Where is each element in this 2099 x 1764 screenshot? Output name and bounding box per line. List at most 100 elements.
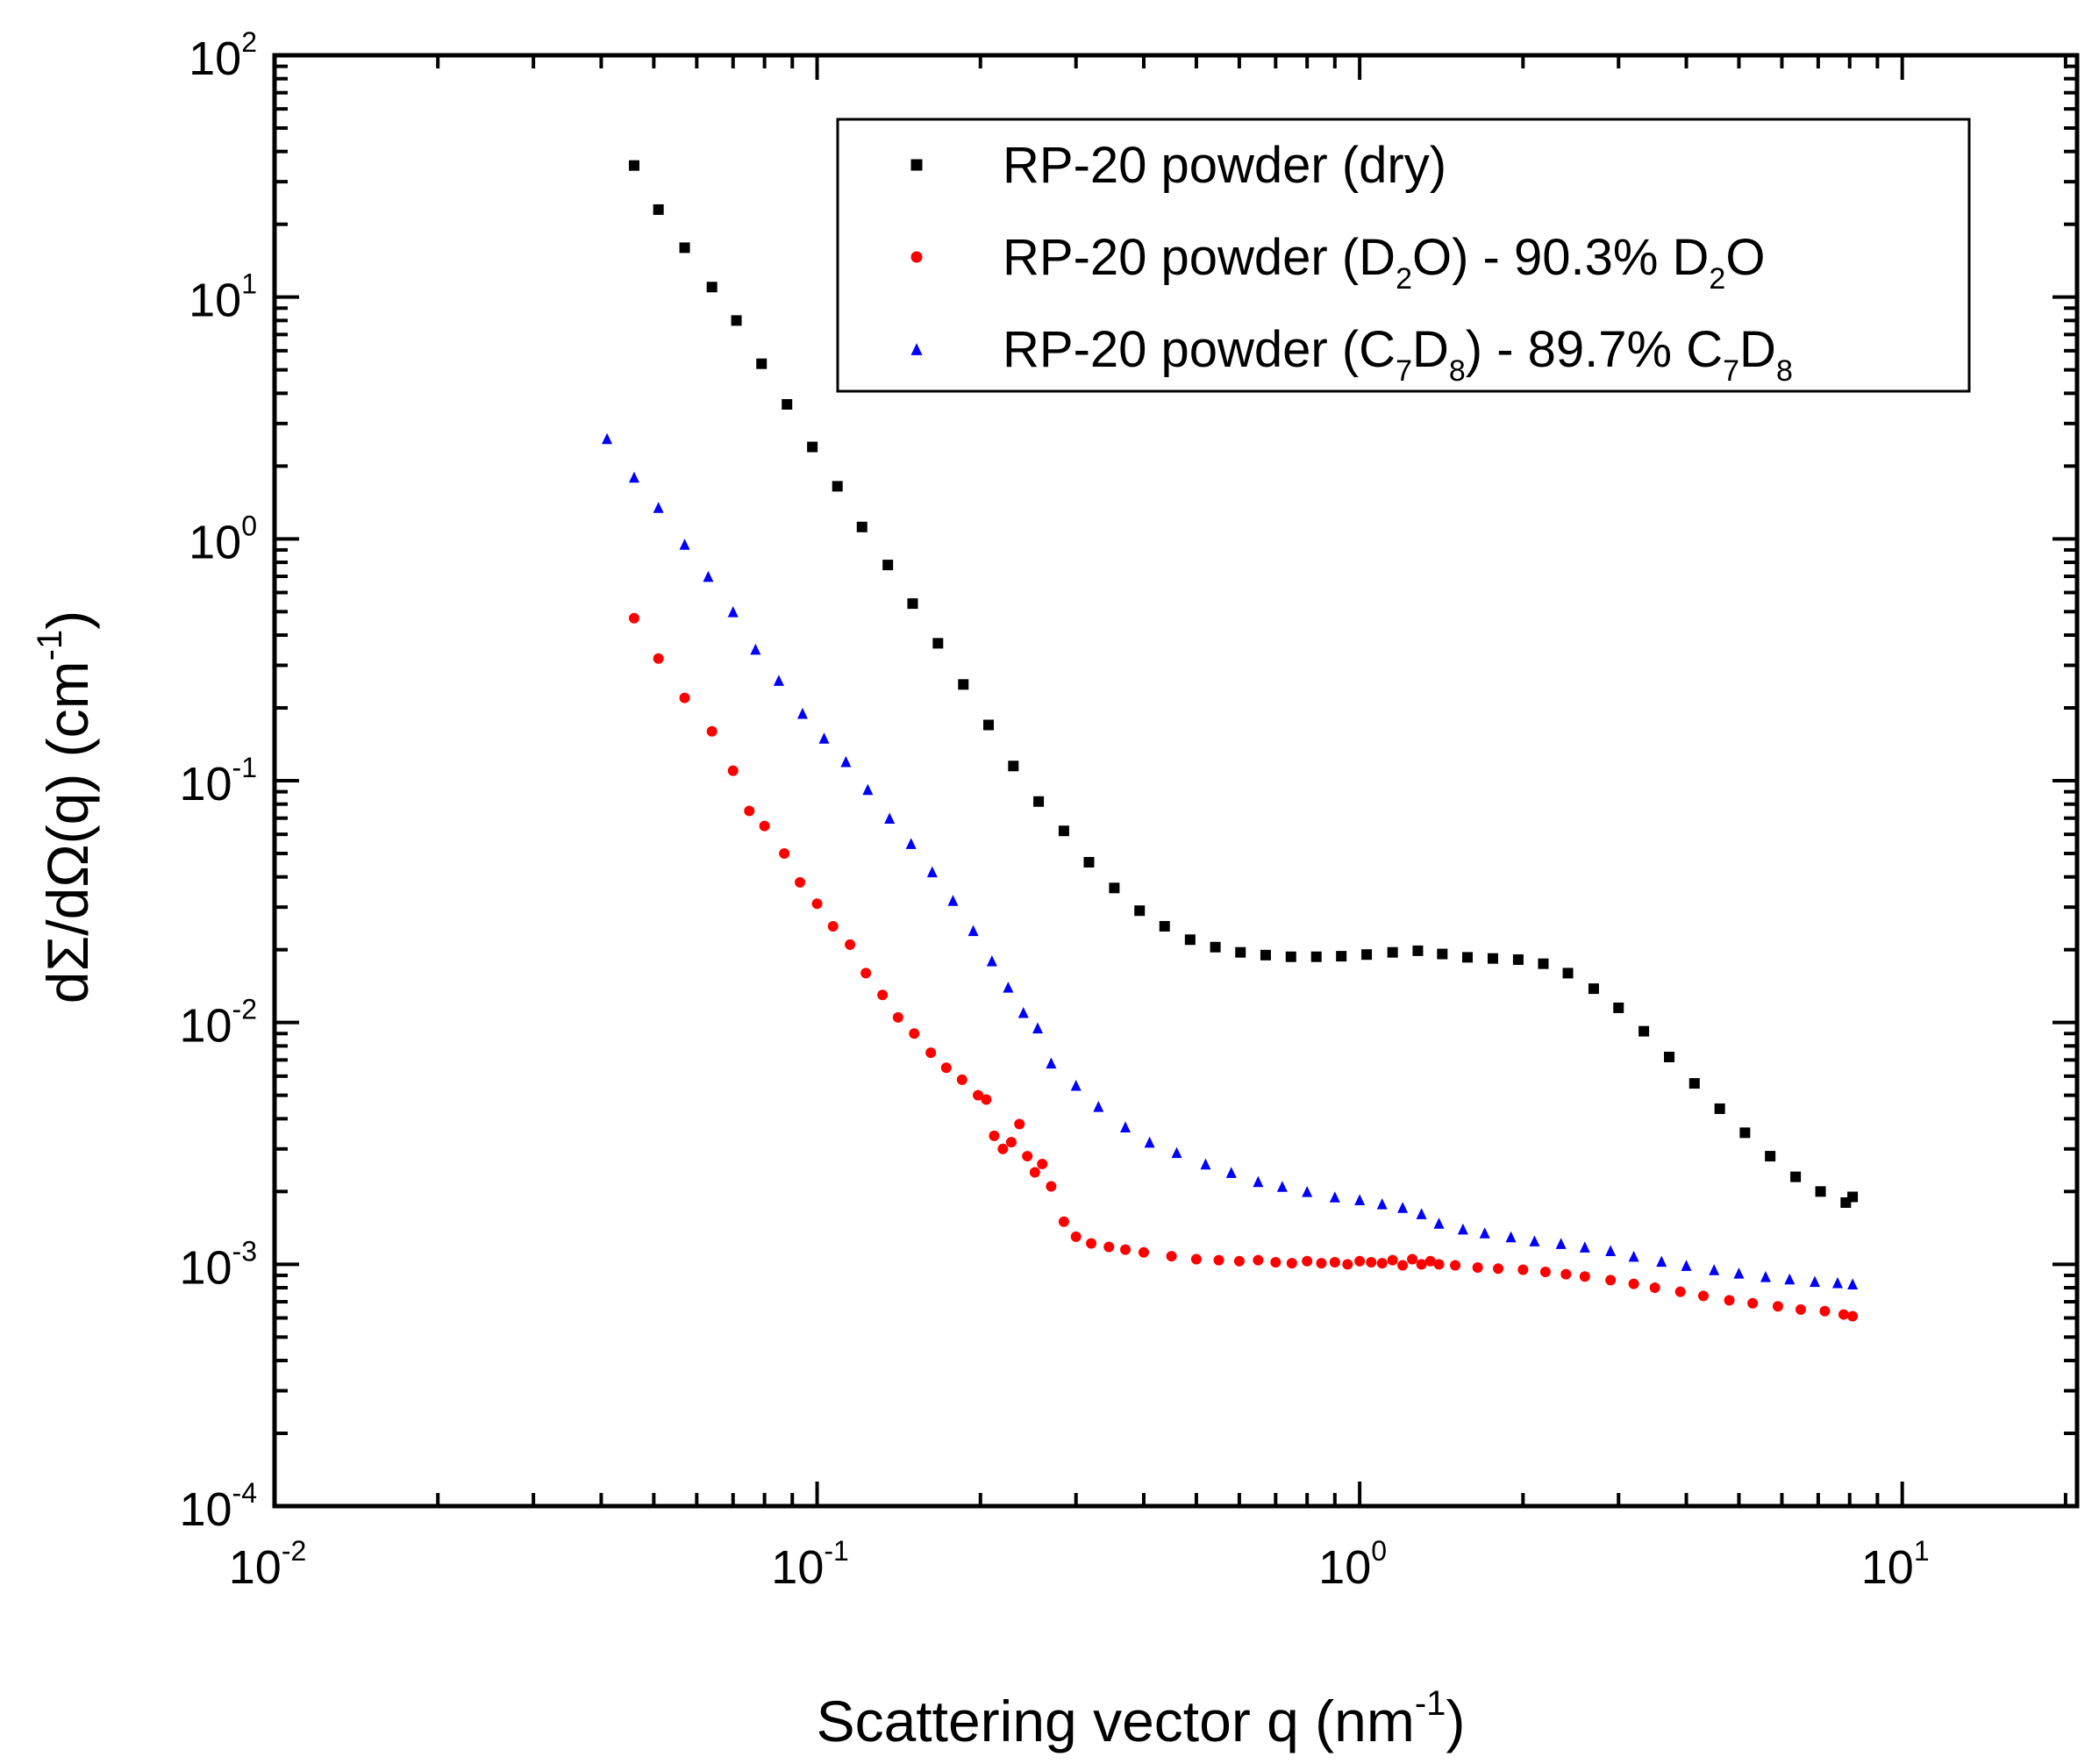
data-point <box>1784 1273 1796 1285</box>
data-point <box>818 732 830 744</box>
data-point <box>1286 1258 1297 1269</box>
series-3 <box>602 432 1859 1289</box>
data-point <box>1329 1191 1340 1203</box>
data-point <box>1512 953 1524 965</box>
data-point <box>1628 1278 1639 1289</box>
data-point <box>1628 1250 1639 1262</box>
data-point <box>981 1094 992 1105</box>
data-point <box>653 204 664 215</box>
legend-marker <box>910 251 923 263</box>
y-tick-label: 102 <box>189 26 257 85</box>
data-point <box>653 502 664 513</box>
y-tick-label: 100 <box>189 510 257 568</box>
data-point <box>1605 1275 1617 1286</box>
data-point <box>1765 1151 1776 1162</box>
x-tick-label: 10-2 <box>229 1535 307 1594</box>
data-point <box>1724 1295 1735 1306</box>
data-point <box>1120 1121 1132 1132</box>
series-2 <box>628 612 1859 1322</box>
data-point <box>1847 1191 1859 1203</box>
y-tick-label: 10-3 <box>179 1235 257 1294</box>
data-point <box>1579 1271 1590 1282</box>
data-point <box>1538 958 1549 969</box>
data-point <box>1270 1256 1282 1268</box>
y-tick-label: 10-2 <box>179 994 257 1053</box>
data-point <box>807 441 818 453</box>
data-point <box>1433 1218 1445 1229</box>
series-1 <box>628 160 1859 1208</box>
data-point <box>1397 1202 1409 1213</box>
data-point <box>940 1062 952 1074</box>
data-point <box>811 898 823 910</box>
data-point <box>1772 1301 1783 1312</box>
data-point <box>1083 856 1095 868</box>
data-point <box>967 925 979 937</box>
data-point <box>1285 951 1296 962</box>
data-point <box>882 560 894 571</box>
x-tick-label: 101 <box>1861 1535 1930 1594</box>
legend-marker <box>910 159 923 171</box>
data-point <box>1472 1261 1483 1273</box>
data-point <box>653 653 664 664</box>
data-point <box>679 539 690 550</box>
data-point <box>1387 946 1398 958</box>
data-point <box>1046 1181 1057 1192</box>
data-point <box>727 765 739 776</box>
data-point <box>1022 1151 1033 1162</box>
x-axis-title: Scattering vector q (nm-1) <box>817 1684 1466 1753</box>
plot-area-frame <box>272 53 2080 1509</box>
data-point <box>1588 983 1599 995</box>
legend-box <box>836 118 1971 393</box>
data-point <box>1138 1246 1149 1258</box>
data-point <box>1462 952 1474 963</box>
data-point <box>860 968 872 979</box>
data-point <box>1003 982 1014 993</box>
data-point <box>1681 1260 1692 1271</box>
data-point <box>973 1089 984 1101</box>
data-point <box>1709 1264 1720 1275</box>
data-point <box>925 1047 937 1059</box>
y-axis-title: dΣ/dΩ(q) (cm-1) <box>31 611 100 1003</box>
data-point <box>877 989 889 1001</box>
data-series-layer <box>602 160 1859 1322</box>
data-point <box>947 895 959 906</box>
data-point <box>1213 1254 1224 1266</box>
data-point <box>756 358 767 369</box>
data-point <box>997 1143 1009 1154</box>
data-point <box>1184 934 1196 946</box>
data-point <box>1017 1006 1029 1018</box>
data-point <box>958 679 969 690</box>
data-point <box>1815 1186 1826 1197</box>
data-point <box>1539 1267 1551 1278</box>
data-point <box>1342 1259 1353 1270</box>
data-point <box>727 606 739 618</box>
data-point <box>773 675 784 686</box>
legend-marker <box>910 343 923 355</box>
data-point <box>1664 1051 1675 1062</box>
data-point <box>1412 945 1424 956</box>
data-point <box>832 481 843 492</box>
data-point <box>703 570 714 582</box>
data-point <box>679 692 690 703</box>
data-point <box>1733 1268 1745 1279</box>
data-point <box>1613 1002 1624 1013</box>
data-point <box>1310 951 1322 962</box>
data-point <box>1517 1264 1529 1275</box>
data-point <box>1134 905 1146 917</box>
data-point <box>905 838 917 849</box>
data-point <box>1847 1311 1859 1322</box>
data-point <box>1376 1198 1388 1210</box>
data-point <box>856 521 867 532</box>
data-point <box>1166 1251 1177 1262</box>
data-point <box>840 755 852 768</box>
data-point <box>1656 1255 1667 1268</box>
data-point <box>1505 1231 1517 1243</box>
data-point <box>986 954 997 967</box>
data-point <box>1529 1235 1540 1246</box>
data-point <box>1819 1305 1831 1317</box>
y-tick-label: 101 <box>189 268 257 327</box>
data-point <box>706 282 718 293</box>
data-point <box>1253 1175 1264 1188</box>
data-point <box>1397 1260 1409 1271</box>
data-point <box>1810 1275 1821 1288</box>
